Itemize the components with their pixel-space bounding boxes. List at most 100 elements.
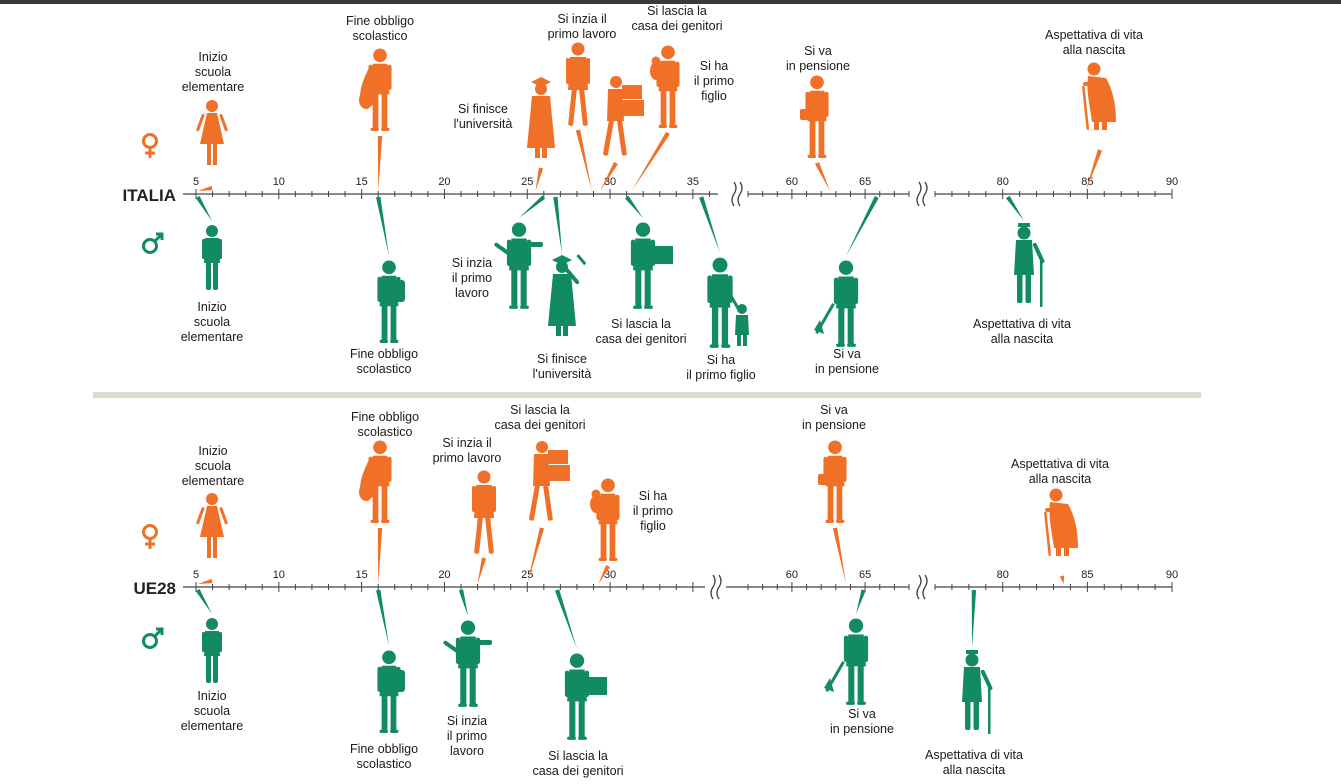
woman-carrying-boxes-icon: [529, 441, 570, 521]
tick-label: 15: [356, 569, 368, 581]
event-label: Si inzia il primo lavoro: [433, 436, 502, 465]
woman-carrying-boxes-icon: [603, 76, 644, 156]
country-label: ITALIA: [122, 186, 176, 205]
pointer: [519, 195, 546, 218]
event-label: Si ha il primo figlio: [694, 59, 734, 103]
pointer: [600, 161, 618, 191]
event-label: Si inzia il primo lavoro: [452, 256, 492, 300]
country-label: UE28: [133, 579, 176, 598]
event-label: Si va in pensione: [786, 44, 850, 73]
pointer: [554, 589, 577, 649]
graduate-man-icon: [548, 254, 587, 336]
woman-walking-icon: [472, 470, 496, 554]
girl-icon: [196, 493, 228, 558]
pointer: [598, 564, 610, 584]
event-label: Fine obbligo scolastico: [351, 410, 419, 439]
pointer: [856, 589, 866, 614]
event-label: Si lascia la casa dei genitori: [631, 4, 722, 33]
pointer: [376, 589, 389, 646]
pointer: [832, 527, 847, 584]
pointer: [631, 131, 670, 191]
female-symbol-icon: [142, 133, 158, 158]
man-carrying-box-icon: [564, 653, 607, 740]
teen-boy-backpack-icon: [377, 260, 405, 343]
pointer: [575, 129, 592, 191]
event-label: Aspettativa di vita alla nascita: [1011, 457, 1109, 486]
pointer: [1085, 149, 1103, 191]
woman-walking-icon: [566, 42, 590, 126]
pointer: [699, 196, 720, 253]
event-label: Si ha il primo figlio: [686, 353, 756, 382]
pointer: [1005, 195, 1024, 221]
pointer: [195, 588, 212, 614]
pointer: [197, 185, 213, 191]
event-label: Inizio scuola elementare: [181, 689, 244, 733]
tick-label: 80: [997, 176, 1009, 188]
tick-label: 20: [438, 569, 450, 581]
teen-girl-bag-icon: [359, 48, 392, 131]
mother-with-baby-icon: [650, 45, 680, 128]
tick-label: 5: [193, 569, 199, 581]
pointer: [846, 195, 879, 256]
axis-break: [916, 181, 928, 207]
tick-label: 60: [786, 569, 798, 581]
event-label: Si inzia il primo lavoro: [548, 12, 617, 41]
male-symbol-icon: [142, 232, 164, 254]
event-label: Fine obbligo scolastico: [350, 742, 418, 771]
tick-label: 15: [356, 176, 368, 188]
pointer: [1059, 575, 1065, 584]
mother-with-baby-icon: [590, 478, 620, 561]
event-label: Si finisce l'università: [533, 352, 592, 381]
tick-label: 65: [859, 176, 871, 188]
event-label: Si lascia la casa dei genitori: [532, 749, 623, 778]
man-with-umbrella-icon: [824, 618, 869, 705]
tick-label: 65: [859, 569, 871, 581]
pointer: [815, 162, 830, 191]
event-label: Inizio scuola elementare: [182, 50, 245, 94]
tick-label: 85: [1081, 569, 1093, 581]
tick-label: 10: [273, 176, 285, 188]
male-symbol-icon: [142, 627, 164, 649]
tick-label: 60: [786, 176, 798, 188]
event-label: Si finisce l'università: [454, 102, 513, 131]
boy-icon: [202, 225, 222, 290]
event-label: Inizio scuola elementare: [181, 300, 244, 344]
event-label: Aspettativa di vita alla nascita: [973, 317, 1071, 346]
pointer: [527, 527, 545, 584]
event-label: Si va in pensione: [815, 347, 879, 376]
pointer: [477, 557, 487, 584]
axis-break: [916, 574, 928, 600]
man-gesturing-icon: [494, 222, 543, 309]
event-label: Si lascia la casa dei genitori: [595, 317, 686, 346]
pointer: [553, 196, 562, 254]
pointer: [376, 196, 389, 256]
event-label: Si inzia il primo lavoro: [447, 714, 487, 758]
man-carrying-box-icon: [630, 222, 673, 309]
event-label: Si ha il primo figlio: [633, 489, 673, 533]
pointer: [624, 195, 643, 218]
father-with-child-icon: [707, 257, 749, 348]
pointer: [377, 135, 383, 191]
event-label: Fine obbligo scolastico: [350, 347, 418, 376]
teen-girl-bag-icon: [359, 440, 392, 523]
man-with-umbrella-icon: [814, 260, 859, 347]
tick-label: 80: [997, 569, 1009, 581]
event-label: Si va in pensione: [802, 403, 866, 432]
pointer: [197, 578, 213, 584]
top-bar: [0, 0, 1341, 4]
pointer: [535, 167, 544, 191]
event-label: Fine obbligo scolastico: [346, 14, 414, 43]
event-label: Aspettativa di vita alla nascita: [925, 748, 1023, 777]
axis-break: [731, 181, 743, 207]
event-label: Aspettativa di vita alla nascita: [1045, 28, 1143, 57]
female-symbol-icon: [142, 524, 158, 549]
man-gesturing-icon: [443, 620, 492, 707]
elderly-woman-cane-icon: [1044, 488, 1078, 556]
tick-label: 25: [521, 569, 533, 581]
tick-label: 10: [273, 569, 285, 581]
elderly-woman-cane-icon: [1082, 62, 1116, 130]
teen-boy-backpack-icon: [377, 650, 405, 733]
tick-label: 25: [521, 176, 533, 188]
tick-label: 90: [1166, 569, 1178, 581]
